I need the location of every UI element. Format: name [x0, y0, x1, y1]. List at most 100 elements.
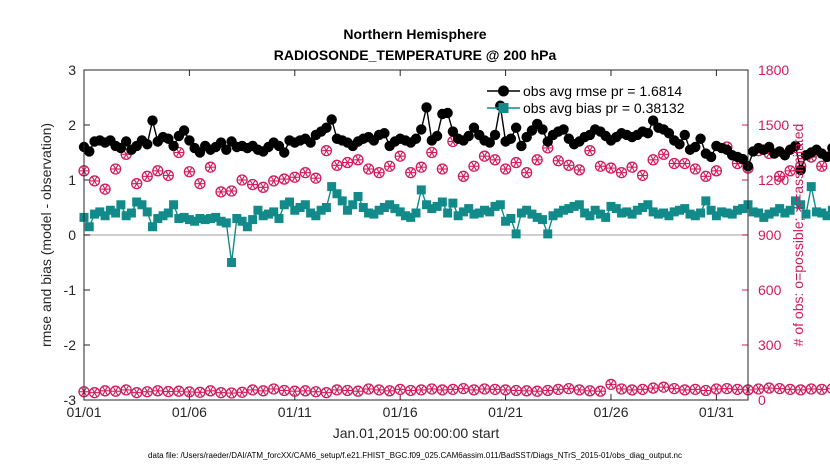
- bias-point: [622, 207, 632, 217]
- bias-point: [237, 216, 247, 226]
- bias-point: [332, 189, 342, 199]
- obs-possible-point: [626, 161, 638, 173]
- bias-point: [158, 211, 168, 221]
- rmse-point: [431, 130, 443, 142]
- y-tick-label: 2: [68, 117, 76, 133]
- obs-possible-point: [584, 145, 596, 157]
- bias-point: [801, 209, 811, 219]
- obs-possible-point: [194, 178, 206, 190]
- bias-point: [279, 200, 289, 210]
- bias-point: [780, 208, 790, 218]
- bias-point: [148, 222, 158, 232]
- obs-possible-point: [141, 170, 153, 182]
- obs-possible-point: [573, 164, 586, 176]
- bias-point: [748, 207, 758, 217]
- bias-point: [269, 207, 279, 217]
- bias-point: [648, 207, 658, 217]
- obs-assimilated-point: [457, 382, 470, 395]
- bias-point: [464, 204, 474, 214]
- bias-point: [190, 216, 200, 226]
- rmse-point: [463, 130, 474, 142]
- bias-point: [722, 208, 732, 218]
- obs-possible-point: [183, 166, 196, 178]
- obs-possible-point: [88, 175, 101, 187]
- bias-point: [142, 207, 152, 217]
- bias-point: [501, 216, 511, 226]
- x-tick-label: 01/01: [66, 404, 101, 420]
- bias-point: [306, 208, 316, 218]
- bias-point: [627, 209, 637, 219]
- obs-assimilated-point: [373, 384, 385, 396]
- bias-point: [548, 211, 558, 221]
- bias-point: [126, 208, 136, 218]
- obs-possible-point: [700, 170, 712, 182]
- rmse-point: [695, 133, 706, 144]
- obs-assimilated-point: [563, 382, 575, 395]
- bias-point: [754, 208, 764, 218]
- obs-assimilated-point: [426, 383, 438, 395]
- obs-possible-point: [246, 178, 259, 191]
- obs-possible-point: [457, 170, 470, 182]
- obs-possible-point: [152, 165, 164, 177]
- bias-point: [227, 258, 237, 267]
- bias-point: [95, 207, 105, 217]
- bias-point: [495, 200, 505, 210]
- rmse-point: [215, 137, 227, 148]
- rmse-point: [795, 164, 806, 176]
- bias-point: [522, 205, 532, 215]
- rmse-point: [326, 114, 337, 125]
- bias-point: [200, 215, 210, 225]
- obs-possible-point: [605, 162, 617, 174]
- rmse-point: [184, 135, 195, 146]
- bias-point: [822, 211, 830, 221]
- obs-possible-point: [362, 163, 375, 175]
- bias-point: [532, 212, 542, 222]
- bias-point: [764, 209, 774, 219]
- bias-point: [817, 208, 827, 218]
- bias-point: [574, 200, 584, 210]
- obs-possible-point: [489, 154, 501, 166]
- obs-assimilated-point: [763, 382, 775, 394]
- bias-point: [480, 205, 490, 215]
- chart-subtitle: RADIOSONDE_TEMPERATURE @ 200 hPa: [274, 47, 557, 63]
- bias-point: [469, 209, 479, 219]
- bias-point: [337, 196, 347, 206]
- obs-possible-point: [478, 150, 491, 162]
- bias-point: [221, 218, 231, 228]
- bias-point: [348, 200, 358, 210]
- rmse-point: [321, 122, 332, 133]
- bias-point: [100, 211, 110, 221]
- x-axis-ticks: 01/01 01/06 01/11 01/16 01/21 01/26 01/31: [66, 70, 734, 420]
- obs-possible-point: [405, 167, 417, 179]
- bias-point: [327, 182, 337, 192]
- x-tick-label: 01/21: [488, 404, 523, 420]
- obs-assimilated-point: [615, 383, 628, 395]
- bias-point: [827, 205, 830, 215]
- rmse-point: [421, 102, 432, 113]
- bias-point: [321, 203, 331, 212]
- obs-possible-point: [773, 170, 786, 182]
- bias-point: [664, 211, 674, 221]
- bias-point: [105, 205, 115, 215]
- rmse-point: [168, 140, 179, 152]
- obs-possible-point: [162, 169, 174, 182]
- bias-point: [353, 192, 363, 201]
- obs-possible-point: [310, 172, 322, 184]
- rmse-point: [705, 151, 717, 163]
- bias-point: [458, 207, 468, 217]
- obs-possible-point: [331, 159, 343, 171]
- x-tick-label: 01/06: [172, 404, 207, 420]
- obs-assimilated-point: [658, 381, 670, 393]
- bias-point: [659, 208, 669, 218]
- bias-point: [617, 208, 627, 218]
- bias-point: [163, 208, 173, 218]
- bias-point: [137, 200, 147, 210]
- bias-point: [369, 209, 379, 219]
- legend: obs avg rmse pr = 1.6814 obs avg bias pr…: [487, 83, 685, 116]
- obs-assimilated-point: [320, 387, 333, 399]
- bias-point: [443, 208, 453, 218]
- x-axis-label: Jan.01,2015 00:00:00 start: [333, 425, 500, 441]
- rmse-point: [537, 124, 548, 135]
- obs-assimilated-point: [289, 385, 301, 397]
- bias-point: [727, 209, 737, 219]
